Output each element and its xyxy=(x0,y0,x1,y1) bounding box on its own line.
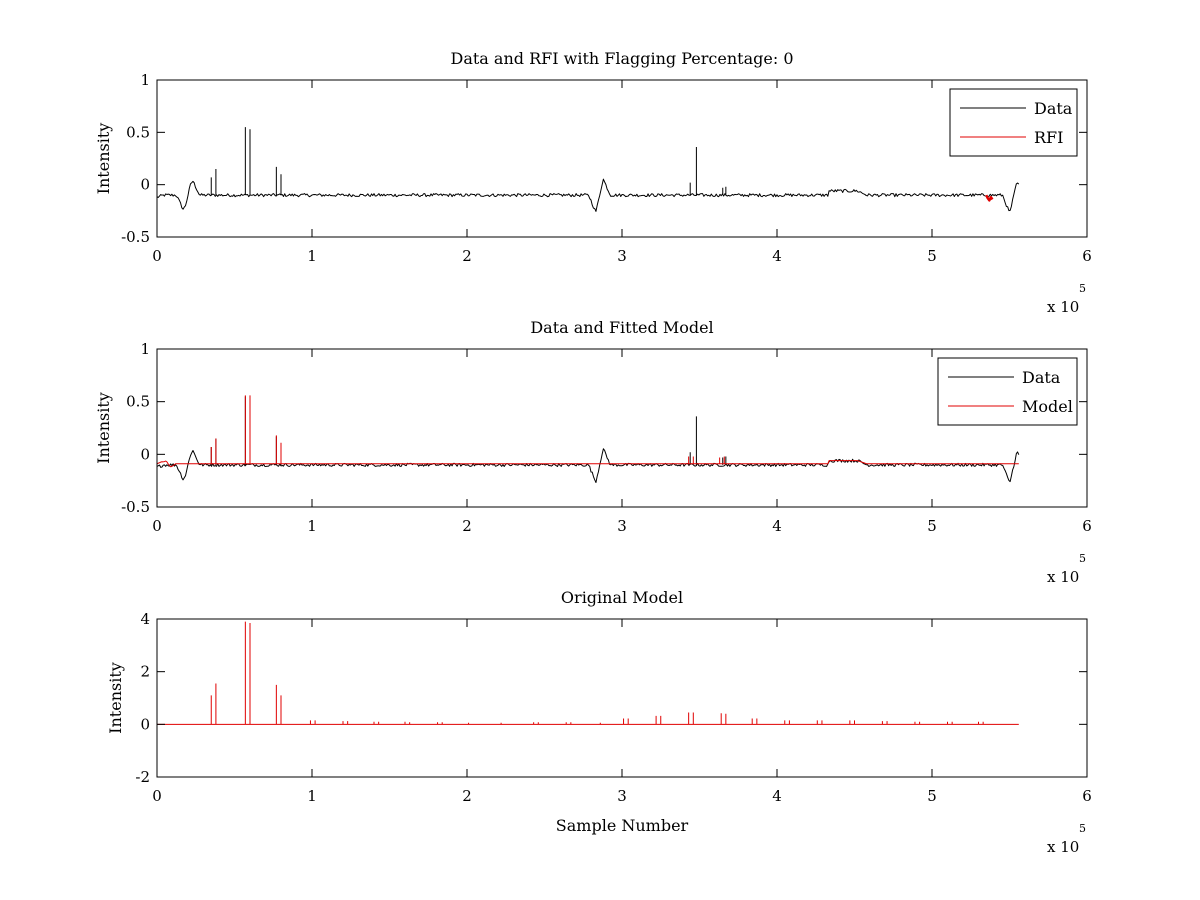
x-tick-label: 0 xyxy=(152,517,162,535)
x-tick-label: 0 xyxy=(152,787,162,805)
legend-box xyxy=(949,88,1078,157)
series-line-data xyxy=(157,396,1020,484)
x-tick-label: 2 xyxy=(462,247,472,265)
series-group xyxy=(157,395,1020,484)
x-tick-label: 5 xyxy=(927,787,937,805)
axes-box xyxy=(156,79,1088,238)
y-tick-label: 4 xyxy=(140,610,150,628)
x-tick-label: 5 xyxy=(927,247,937,265)
x-exponent-power: 5 xyxy=(1079,552,1086,565)
y-tick-label: 0 xyxy=(140,715,150,733)
y-tick-label: 0 xyxy=(140,445,150,463)
chart-panel-1: Data and RFI with Flagging Percentage: 0… xyxy=(94,49,1092,316)
x-tick-label: 2 xyxy=(462,787,472,805)
x-exponent-power: 5 xyxy=(1079,282,1086,295)
x-tick-label: 4 xyxy=(772,247,782,265)
chart-title: Data and RFI with Flagging Percentage: 0 xyxy=(450,49,793,68)
chart-title: Data and Fitted Model xyxy=(530,318,713,337)
x-tick-label: 0 xyxy=(152,247,162,265)
chart-title: Original Model xyxy=(561,588,683,607)
series-group xyxy=(157,127,1020,212)
legend-entry-data: Data xyxy=(1022,368,1061,387)
y-tick-label: 1 xyxy=(140,71,150,89)
legend-entry-model: Model xyxy=(1022,397,1073,416)
x-tick-label: 3 xyxy=(617,247,627,265)
y-axis-label: Intensity xyxy=(106,662,125,734)
legend-entry-data: Data xyxy=(1034,99,1073,118)
series-line-data xyxy=(157,127,1020,212)
y-tick-label: 0.5 xyxy=(126,393,150,411)
y-axis-label: Intensity xyxy=(94,123,113,195)
x-axis-label: Sample Number xyxy=(556,816,689,835)
x-tick-label: 3 xyxy=(617,517,627,535)
x-tick-label: 4 xyxy=(772,787,782,805)
x-tick-label: 6 xyxy=(1082,517,1092,535)
x-tick-label: 6 xyxy=(1082,787,1092,805)
x-tick-label: 2 xyxy=(462,517,472,535)
series-line-model-0 xyxy=(157,621,1019,725)
x-tick-label: 1 xyxy=(307,247,317,265)
y-tick-label: 0 xyxy=(140,176,150,194)
y-tick-label: 2 xyxy=(140,663,150,681)
y-tick-label: -0.5 xyxy=(121,228,150,246)
x-tick-label: 4 xyxy=(772,517,782,535)
series-line-rfi xyxy=(985,194,994,202)
legend: Data RFI xyxy=(949,88,1078,157)
legend-box xyxy=(937,357,1078,426)
y-tick-label: -2 xyxy=(135,768,150,786)
y-tick-label: 1 xyxy=(140,340,150,358)
series-group xyxy=(157,621,1019,725)
x-exponent-power: 5 xyxy=(1079,822,1086,835)
x-tick-label: 6 xyxy=(1082,247,1092,265)
x-exponent-label: x 10 xyxy=(1047,568,1079,586)
y-axis-label: Intensity xyxy=(94,392,113,464)
x-tick-label: 5 xyxy=(927,517,937,535)
x-exponent-label: x 10 xyxy=(1047,298,1079,316)
y-tick-label: 0.5 xyxy=(126,123,150,141)
series-line-model xyxy=(157,395,1019,468)
x-tick-label: 3 xyxy=(617,787,627,805)
legend: Data Model xyxy=(937,357,1078,426)
legend-entry-rfi: RFI xyxy=(1034,128,1063,147)
x-tick-label: 1 xyxy=(307,787,317,805)
x-exponent-label: x 10 xyxy=(1047,838,1079,856)
y-tick-label: -0.5 xyxy=(121,498,150,516)
x-tick-label: 1 xyxy=(307,517,317,535)
axes-box xyxy=(156,618,1088,778)
